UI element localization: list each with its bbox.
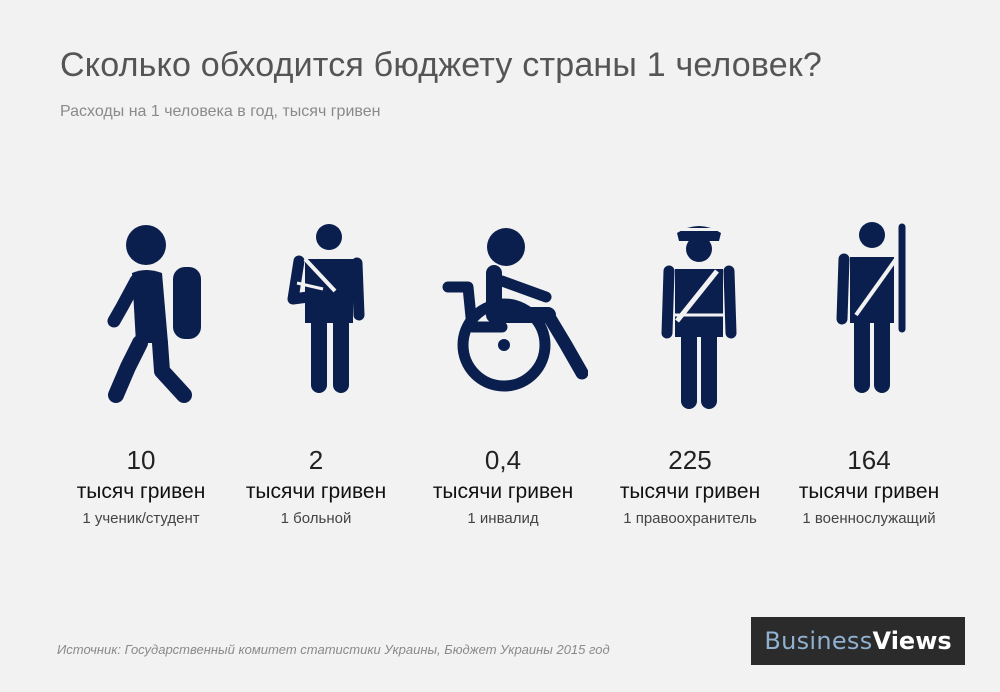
page-title: Сколько обходится бюджету страны 1 челов… [60,46,823,84]
stat-unit: тысячи гривен [619,480,761,503]
stat-unit: тысяч гривен [76,480,206,503]
brand-logo-part2: Views [872,627,952,655]
stat-label: 1 правоохранитель [623,510,757,527]
stat-value: 164 [847,445,891,475]
brand-logo: Business Views [751,617,965,665]
wheelchair-icon [442,228,588,392]
police-officer-icon [661,226,737,409]
stat-column-police: 225 тысячи гривен 1 правоохранитель [595,215,785,529]
soldier-rifle-icon [836,222,906,393]
stat-label: 1 военнослужащий [802,510,936,527]
stat-column-wheelchair: 0,4 тысячи гривен 1 инвалид [408,215,598,529]
stat-value: 0,4 [484,445,522,475]
stat-value: 225 [668,445,712,475]
brand-logo-part1: Business [764,627,873,655]
stat-column-student: 10 тысяч гривен 1 ученик/студент [46,215,236,529]
student-backpack-icon [107,225,201,403]
page-subtitle: Расходы на 1 человека в год, тысяч гриве… [60,103,381,120]
stat-value: 10 [126,445,156,475]
stat-unit: тысячи гривен [432,480,574,503]
stat-label: 1 больной [280,510,352,527]
stat-column-patient: 2 тысячи гривен 1 больной [221,215,411,529]
source-note: Источник: Государственный комитет статис… [57,642,610,657]
stat-value: 2 [308,445,324,475]
stat-label: 1 ученик/студент [82,510,200,527]
stat-column-soldier: 164 тысячи гривен 1 военнослужащий [774,215,964,529]
patient-arm-sling-icon [287,224,365,393]
stat-unit: тысячи гривен [798,480,940,503]
stat-unit: тысячи гривен [245,480,387,503]
stat-label: 1 инвалид [467,510,539,527]
